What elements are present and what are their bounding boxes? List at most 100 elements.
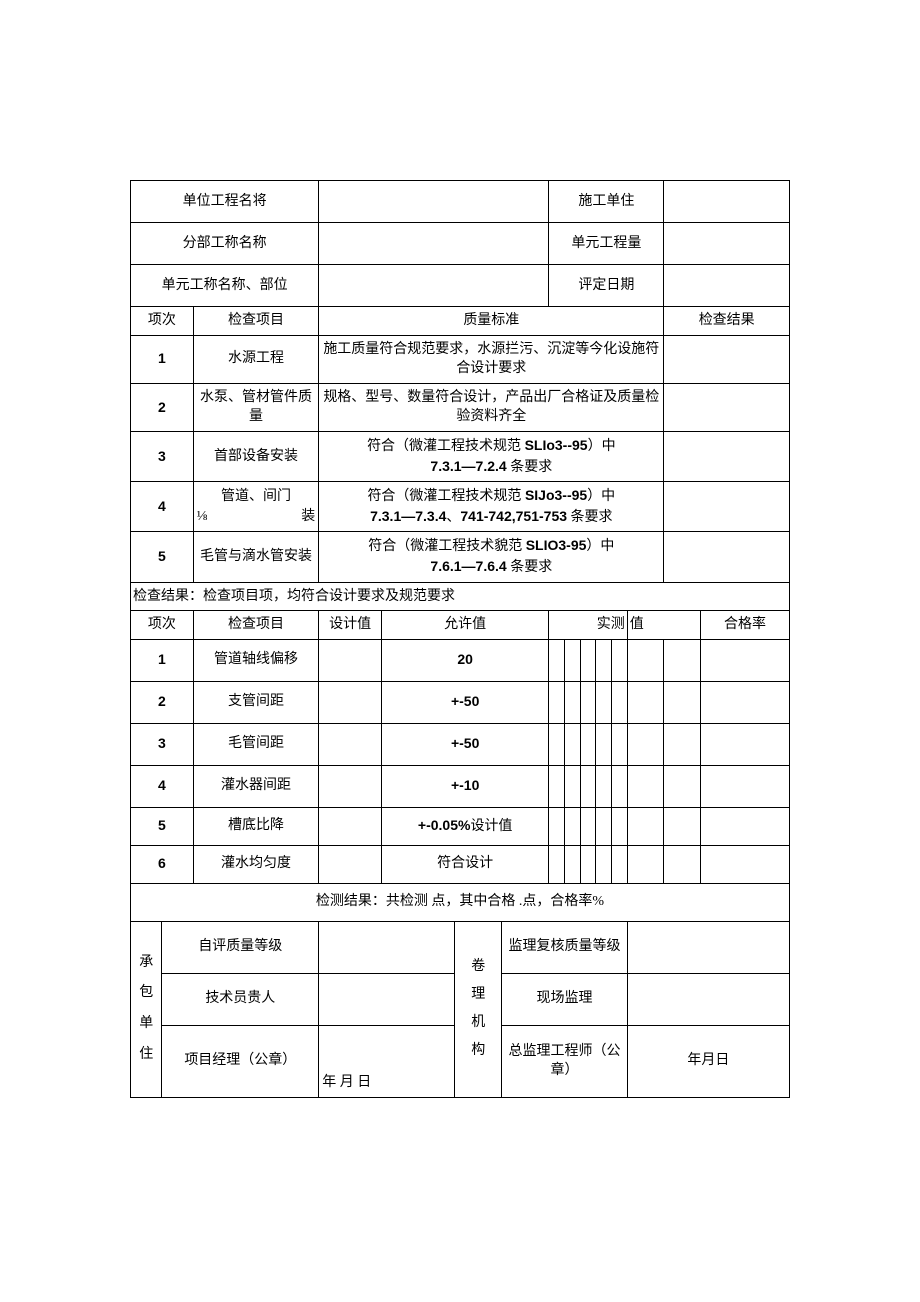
t2-r1-m3 (580, 639, 596, 681)
t2-r2-m5 (612, 681, 628, 723)
t2-col-measured-a: 实测 (549, 611, 627, 640)
sub-project-label: 分部工称名称 (131, 223, 319, 265)
t2-r2-rate (701, 681, 790, 723)
t2-r5-allow: +-0.05%设计值 (382, 807, 549, 845)
t2-r1-design (319, 639, 382, 681)
check-result-note: 检查结果：检查项目项，均符合设计要求及规范要求 (131, 582, 790, 611)
t2-r3-m1 (549, 723, 565, 765)
t2-r6-m5 (612, 845, 628, 883)
self-eval-label: 自评质量等级 (162, 921, 319, 973)
t1-r5-n: 5 (131, 532, 194, 582)
t2-r2-n: 2 (131, 681, 194, 723)
tech-value (319, 973, 455, 1025)
t2-r2-m2 (565, 681, 581, 723)
t2-r5-n: 5 (131, 807, 194, 845)
t2-r1-m1 (549, 639, 565, 681)
self-eval-value (319, 921, 455, 973)
t2-r4-m4 (596, 765, 612, 807)
t2-r1-n: 1 (131, 639, 194, 681)
unit-project-label: 单位工程名将 (131, 181, 319, 223)
sub-project-value (319, 223, 549, 265)
t2-r1-rate (701, 639, 790, 681)
t2-r6-m7 (664, 845, 701, 883)
construction-unit-label: 施工单住 (549, 181, 664, 223)
t2-r5-m1 (549, 807, 565, 845)
t2-col-seq: 项次 (131, 611, 194, 640)
t1-r5-res (664, 532, 790, 582)
t2-r6-item: 灌水均匀度 (193, 845, 319, 883)
unit-quantity-label: 单元工程量 (549, 223, 664, 265)
t2-r4-m5 (612, 765, 628, 807)
t2-r4-m2 (565, 765, 581, 807)
t2-r6-n: 6 (131, 845, 194, 883)
t2-r2-design (319, 681, 382, 723)
t1-r4-res (664, 482, 790, 532)
t1-r1-n: 1 (131, 335, 194, 383)
recheck-value (627, 921, 789, 973)
t2-r3-item: 毛管间距 (193, 723, 319, 765)
t1-r2-res (664, 383, 790, 431)
t2-r6-m4 (596, 845, 612, 883)
t2-r5-m4 (596, 807, 612, 845)
t2-r6-m2 (565, 845, 581, 883)
t2-r5-m6 (627, 807, 664, 845)
unit-element-label: 单元工称名称、部位 (131, 265, 319, 307)
t1-r4-item: 管道、间门⅛ 装 (193, 482, 319, 532)
t2-r4-item: 灌水器间距 (193, 765, 319, 807)
t2-r1-m4 (596, 639, 612, 681)
t2-col-measured-b: 值 (627, 611, 700, 640)
t2-r5-m5 (612, 807, 628, 845)
inspection-form: 单位工程名将 施工单住 分部工称名称 单元工程量 单元工称名称、部位 评定日期 … (130, 180, 790, 1098)
t2-r4-n: 4 (131, 765, 194, 807)
t1-r3-res (664, 431, 790, 481)
eval-date-value (664, 265, 790, 307)
t2-r4-m6 (627, 765, 664, 807)
t1-r3-std: 符合（微灌工程技术规范 SLIo3--95）中7.3.1—7.2.4 条要求 (319, 431, 664, 481)
t2-r3-m3 (580, 723, 596, 765)
t1-r2-item: 水泵、管材管件质量 (193, 383, 319, 431)
t2-r5-design (319, 807, 382, 845)
t2-r3-allow: +-50 (382, 723, 549, 765)
site-supervisor-value (627, 973, 789, 1025)
supervisor-label: 卷理机构 (455, 921, 502, 1097)
t2-r3-m7 (664, 723, 701, 765)
tech-label: 技术员贵人 (162, 973, 319, 1025)
t2-r2-m4 (596, 681, 612, 723)
t1-r5-item: 毛管与滴水管安装 (193, 532, 319, 582)
t2-r6-allow: 符合设计 (382, 845, 549, 883)
t2-r5-item: 槽底比降 (193, 807, 319, 845)
site-supervisor-label: 现场监理 (502, 973, 628, 1025)
t2-r1-m7 (664, 639, 701, 681)
chief-date: 年月日 (627, 1025, 789, 1097)
t2-r2-m1 (549, 681, 565, 723)
t1-r1-res (664, 335, 790, 383)
t2-col-design: 设计值 (319, 611, 382, 640)
t2-r3-design (319, 723, 382, 765)
t2-r6-m3 (580, 845, 596, 883)
t2-r4-design (319, 765, 382, 807)
t2-r2-item: 支管间距 (193, 681, 319, 723)
t2-r4-m1 (549, 765, 565, 807)
t1-r2-std: 规格、型号、数量符合设计，产品出厂合格证及质量检验资料齐全 (319, 383, 664, 431)
t1-r4-std: 符合（微灌工程技术规范 SIJo3--95）中7.3.1—7.3.4、741-7… (319, 482, 664, 532)
t2-r3-m5 (612, 723, 628, 765)
t2-col-item: 检查项目 (193, 611, 319, 640)
t2-r6-design (319, 845, 382, 883)
t1-r3-item: 首部设备安装 (193, 431, 319, 481)
t2-r6-m6 (627, 845, 664, 883)
t2-r5-m7 (664, 807, 701, 845)
t2-r3-rate (701, 723, 790, 765)
unit-element-value (319, 265, 549, 307)
t2-r4-m3 (580, 765, 596, 807)
eval-date-label: 评定日期 (549, 265, 664, 307)
t2-r3-n: 3 (131, 723, 194, 765)
t2-r2-m6 (627, 681, 664, 723)
t2-r1-allow: 20 (382, 639, 549, 681)
t1-r1-std: 施工质量符合规范要求，水源拦污、沉淀等今化设施符合设计要求 (319, 335, 664, 383)
t2-r6-m1 (549, 845, 565, 883)
t1-r2-n: 2 (131, 383, 194, 431)
t2-col-rate: 合格率 (701, 611, 790, 640)
t2-r2-m3 (580, 681, 596, 723)
t2-r1-m5 (612, 639, 628, 681)
contractor-label: 承包单住 (131, 921, 162, 1097)
